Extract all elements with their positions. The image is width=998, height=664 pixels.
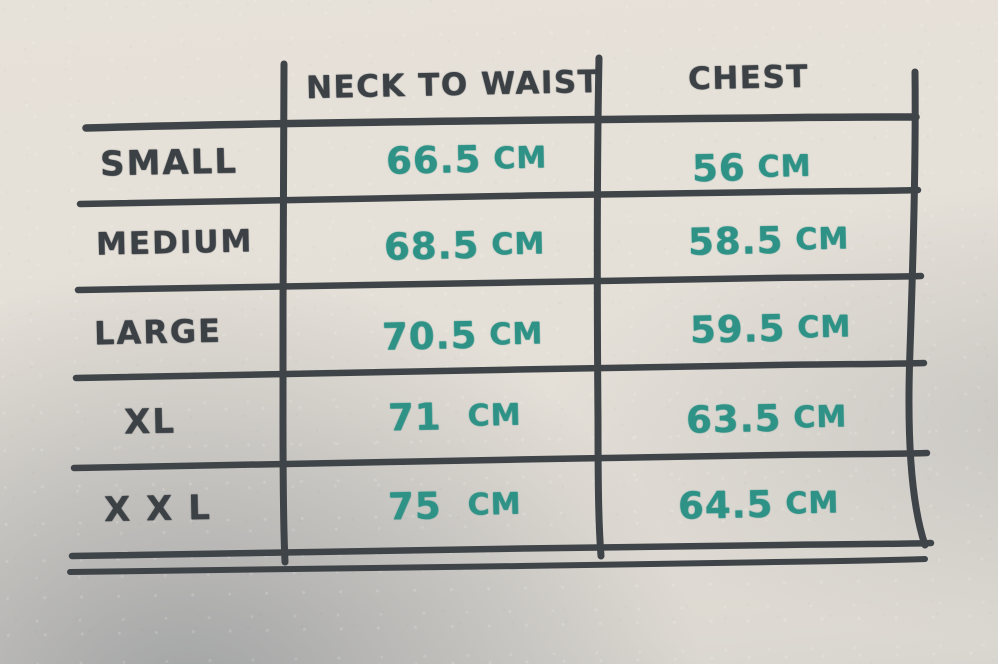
- column-header-neck-to-waist: NECK TO WAIST: [305, 63, 601, 107]
- cell-small-neck-to-waist: 66.5 CM: [385, 137, 548, 183]
- unit-text: CM: [490, 225, 546, 262]
- unit-text: CM: [492, 139, 548, 176]
- cell-medium-neck-to-waist: 68.5 CM: [383, 223, 546, 269]
- unit-text: CM: [467, 397, 522, 434]
- value-text: 56: [691, 146, 746, 191]
- row-label-large: LARGE: [93, 311, 223, 353]
- value-text: 64.5: [677, 482, 774, 528]
- value-text: 70.5: [381, 313, 478, 359]
- row-label-xl: XL: [123, 401, 177, 443]
- row-label-small: SMALL: [99, 141, 239, 185]
- cell-xl-neck-to-waist: 71 CM: [387, 395, 522, 440]
- cell-small-chest: 56 CM: [691, 146, 812, 191]
- value-text: 75: [387, 484, 442, 529]
- unit-text: CM: [757, 148, 812, 185]
- cell-large-neck-to-waist: 70.5 CM: [381, 313, 544, 359]
- value-text: 58.5: [687, 218, 784, 264]
- cell-medium-chest: 58.5 CM: [687, 218, 850, 264]
- value-text: 59.5: [689, 306, 786, 352]
- row-label-xxl: X X L: [103, 487, 213, 531]
- row-label-medium: MEDIUM: [95, 223, 254, 263]
- unit-text: CM: [796, 308, 852, 345]
- unit-text: CM: [794, 220, 850, 257]
- value-text: 68.5: [383, 223, 480, 269]
- cell-xxl-neck-to-waist: 75 CM: [387, 484, 522, 529]
- cell-large-chest: 59.5 CM: [689, 306, 852, 352]
- unit-text: CM: [467, 486, 522, 523]
- cell-xl-chest: 63.5 CM: [685, 396, 848, 442]
- value-text: 71: [387, 395, 442, 440]
- value-text: 63.5: [685, 396, 782, 442]
- unit-text: CM: [784, 484, 840, 521]
- cell-xxl-chest: 64.5 CM: [677, 482, 840, 528]
- column-header-chest: CHEST: [687, 58, 810, 98]
- value-text: 66.5: [385, 137, 482, 183]
- unit-text: CM: [488, 315, 544, 352]
- unit-text: CM: [792, 398, 848, 435]
